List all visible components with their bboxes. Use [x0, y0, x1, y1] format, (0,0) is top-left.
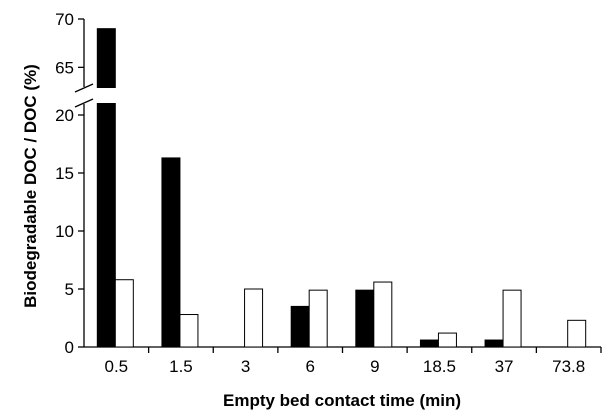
bar-white: [373, 281, 393, 348]
bar-white: [502, 289, 522, 348]
x-tick-label: 0.5: [104, 357, 128, 376]
x-tick-label: 37: [495, 357, 514, 376]
bar-black: [419, 339, 439, 348]
bar-break-gap: [95, 88, 118, 103]
bar-white: [114, 279, 134, 348]
axis-break-mark: [74, 83, 94, 93]
bar-black: [355, 289, 375, 348]
bar-white: [308, 289, 328, 348]
bar-white: [437, 332, 457, 348]
x-tick-label: 73.8: [552, 357, 585, 376]
x-axis-title: Empty bed contact time (min): [223, 391, 461, 410]
y-tick-label: 65: [55, 58, 74, 77]
y-tick-label: 0: [65, 338, 74, 357]
x-tick-label: 6: [305, 357, 314, 376]
y-tick-label: 10: [55, 222, 74, 241]
y-tick-label: 15: [55, 164, 74, 183]
bars: [95, 28, 587, 348]
y-tick-label: 70: [55, 10, 74, 29]
y-tick-label: 5: [65, 280, 74, 299]
y-axis-title: Biodegradable DOC / DOC (%): [21, 64, 40, 308]
bar-white: [179, 314, 199, 348]
x-tick-label: 3: [241, 357, 250, 376]
y-tick-label: 20: [55, 106, 74, 125]
bar-black: [290, 305, 310, 348]
bar-white: [244, 288, 264, 348]
bar-black: [96, 28, 116, 348]
ticks: 0 5 10 15 20 65 70 0.5 1.5 3 6 9 18.5 37 73.8: [55, 10, 602, 376]
axis-break-mark: [74, 98, 94, 108]
x-tick-label: 1.5: [169, 357, 193, 376]
x-tick-label: 9: [370, 357, 379, 376]
x-tick-label: 18.5: [423, 357, 456, 376]
axes: [74, 19, 601, 348]
bar-black: [484, 339, 504, 348]
bar-black: [161, 157, 181, 348]
bar-white: [567, 319, 587, 348]
